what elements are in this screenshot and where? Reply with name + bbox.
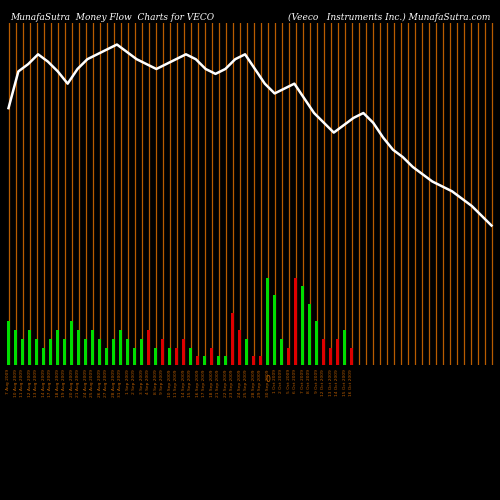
Bar xyxy=(286,348,290,365)
Bar xyxy=(168,348,172,365)
Bar xyxy=(104,348,108,365)
Bar xyxy=(266,278,270,365)
Bar xyxy=(84,339,87,365)
Bar xyxy=(70,322,73,365)
Bar xyxy=(6,322,10,365)
Text: MunafaSutra  Money Flow  Charts for VECO: MunafaSutra Money Flow Charts for VECO xyxy=(10,12,214,22)
Bar xyxy=(14,330,18,365)
Bar xyxy=(126,339,130,365)
Bar xyxy=(188,348,192,365)
Bar xyxy=(90,330,94,365)
Bar xyxy=(196,356,200,365)
Bar xyxy=(272,295,276,365)
Bar xyxy=(322,339,326,365)
Bar xyxy=(336,339,340,365)
Bar xyxy=(342,330,346,365)
Bar xyxy=(202,356,206,365)
Bar xyxy=(28,330,32,365)
Bar xyxy=(294,278,298,365)
Bar xyxy=(216,356,220,365)
Bar xyxy=(118,330,122,365)
Bar xyxy=(154,348,158,365)
Bar xyxy=(230,312,234,365)
Bar xyxy=(56,330,60,365)
Bar xyxy=(328,348,332,365)
Bar xyxy=(258,356,262,365)
Bar xyxy=(140,339,143,365)
Bar xyxy=(300,286,304,365)
Text: 0: 0 xyxy=(265,376,270,384)
Text: (Veeco   Instruments Inc.) MunafaSutra.com: (Veeco Instruments Inc.) MunafaSutra.com xyxy=(288,12,490,22)
Bar xyxy=(280,339,283,365)
Bar xyxy=(34,339,38,365)
Bar xyxy=(210,348,214,365)
Bar xyxy=(62,339,66,365)
Bar xyxy=(182,339,186,365)
Bar xyxy=(224,356,228,365)
Bar xyxy=(314,322,318,365)
Bar xyxy=(350,348,354,365)
Bar xyxy=(42,348,46,365)
Bar xyxy=(112,339,116,365)
Bar xyxy=(308,304,312,365)
Bar xyxy=(252,356,256,365)
Bar xyxy=(98,339,102,365)
Bar xyxy=(244,339,248,365)
Bar xyxy=(48,339,52,365)
Bar xyxy=(146,330,150,365)
Bar xyxy=(20,339,24,365)
Bar xyxy=(76,330,80,365)
Bar xyxy=(132,348,136,365)
Bar xyxy=(238,330,242,365)
Bar xyxy=(174,348,178,365)
Bar xyxy=(160,339,164,365)
